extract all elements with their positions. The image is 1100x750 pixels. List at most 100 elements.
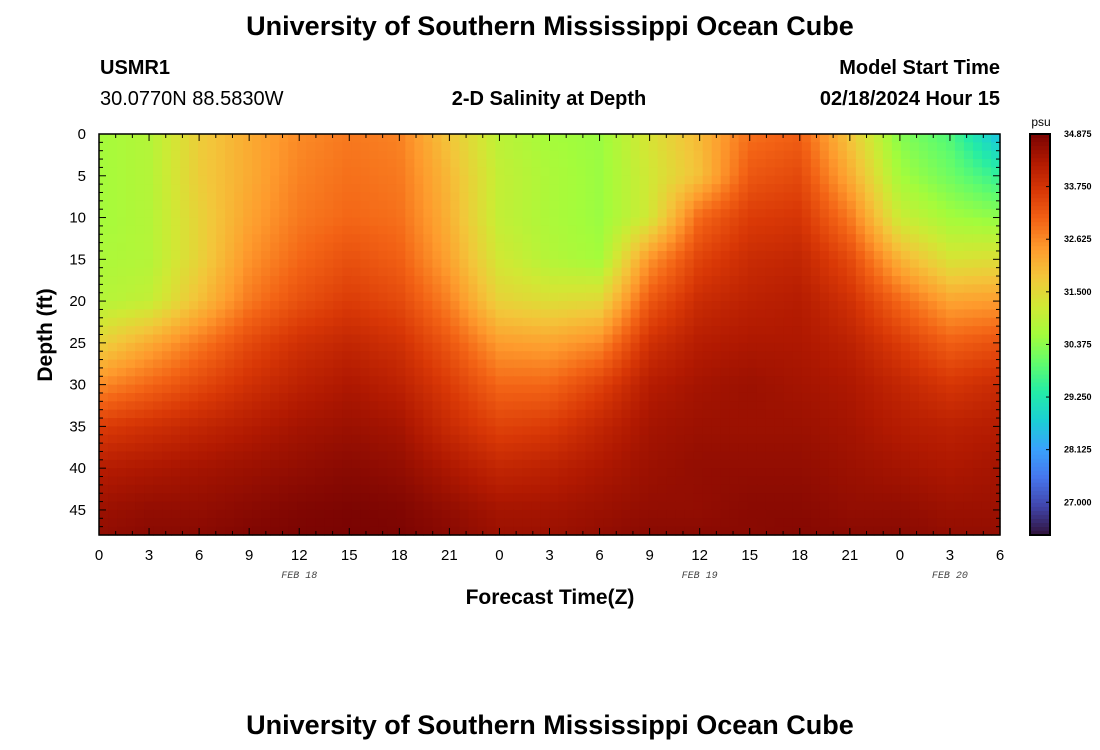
heatmap-cell bbox=[531, 192, 542, 202]
heatmap-cell bbox=[261, 468, 271, 478]
heatmap-cell bbox=[711, 401, 722, 411]
heatmap-cell bbox=[342, 509, 352, 519]
heatmap-cell bbox=[459, 242, 470, 252]
heatmap-cell bbox=[477, 509, 488, 519]
heatmap-cell bbox=[801, 401, 812, 411]
heatmap-cell bbox=[792, 142, 803, 152]
heatmap-cell bbox=[900, 526, 911, 536]
heatmap-cell bbox=[459, 309, 470, 319]
heatmap-cell bbox=[360, 434, 370, 444]
heatmap-cell bbox=[837, 334, 848, 344]
heatmap-cell bbox=[297, 367, 307, 377]
heatmap-cell bbox=[963, 367, 974, 377]
heatmap-cell bbox=[801, 267, 812, 277]
heatmap-cell bbox=[783, 225, 794, 235]
heatmap-cell bbox=[252, 225, 262, 235]
heatmap-cell bbox=[252, 351, 262, 361]
heatmap-cell bbox=[720, 159, 731, 169]
heatmap-cell bbox=[666, 451, 677, 461]
heatmap-cell bbox=[963, 259, 974, 269]
heatmap-cell bbox=[711, 434, 722, 444]
heatmap-cell bbox=[864, 526, 875, 536]
heatmap-cell bbox=[117, 459, 127, 469]
heatmap-cell bbox=[441, 434, 451, 444]
heatmap-cell bbox=[639, 451, 650, 461]
heatmap-cell bbox=[981, 276, 992, 285]
heatmap-cell bbox=[585, 217, 596, 227]
heatmap-cell bbox=[693, 159, 704, 169]
heatmap-cell bbox=[198, 234, 208, 244]
heatmap-cell bbox=[423, 493, 433, 503]
heatmap-cell bbox=[99, 484, 109, 494]
heatmap-cell bbox=[576, 426, 587, 436]
heatmap-cell bbox=[135, 292, 145, 302]
heatmap-cell bbox=[549, 142, 560, 152]
heatmap-cell bbox=[981, 501, 992, 511]
heatmap-cell bbox=[873, 217, 884, 227]
heatmap-cell bbox=[432, 284, 442, 294]
heatmap-cell bbox=[765, 326, 776, 336]
heatmap-cell bbox=[612, 326, 623, 336]
heatmap-cell bbox=[333, 501, 343, 511]
heatmap-cell bbox=[486, 367, 497, 377]
heatmap-cell bbox=[450, 351, 460, 361]
heatmap-cell bbox=[198, 276, 208, 285]
heatmap-cell bbox=[144, 276, 154, 285]
heatmap-cell bbox=[972, 518, 983, 528]
heatmap-cell bbox=[756, 518, 767, 528]
heatmap-cell bbox=[801, 217, 812, 227]
heatmap-cell bbox=[378, 217, 388, 227]
heatmap-cell bbox=[99, 209, 109, 219]
heatmap-cell bbox=[450, 217, 460, 227]
heatmap-cell bbox=[378, 509, 388, 519]
heatmap-cell bbox=[801, 209, 812, 219]
heatmap-cell bbox=[153, 242, 163, 252]
heatmap-cell bbox=[459, 150, 470, 160]
heatmap-cell bbox=[549, 326, 560, 336]
heatmap-cell bbox=[405, 184, 415, 194]
heatmap-cell bbox=[297, 175, 307, 185]
heatmap-cell bbox=[702, 359, 713, 369]
heatmap-cell bbox=[918, 159, 929, 169]
heatmap-cell bbox=[990, 409, 1001, 419]
heatmap-cell bbox=[990, 501, 1001, 511]
heatmap-cell bbox=[432, 342, 442, 352]
heatmap-cell bbox=[270, 484, 280, 494]
heatmap-cell bbox=[459, 493, 470, 503]
heatmap-cell bbox=[207, 134, 217, 143]
heatmap-cell bbox=[378, 418, 388, 427]
heatmap-cell bbox=[342, 526, 352, 536]
heatmap-cell bbox=[783, 384, 794, 394]
heatmap-cell bbox=[909, 518, 920, 528]
heatmap-cell bbox=[234, 150, 244, 160]
heatmap-cell bbox=[531, 518, 542, 528]
heatmap-cell bbox=[945, 493, 956, 503]
heatmap-cell bbox=[747, 317, 758, 327]
heatmap-cell bbox=[495, 326, 506, 336]
heatmap-cell bbox=[909, 242, 920, 252]
heatmap-cell bbox=[360, 150, 370, 160]
heatmap-cell bbox=[630, 409, 641, 419]
heatmap-cell bbox=[504, 334, 515, 344]
heatmap-cell bbox=[288, 134, 298, 143]
heatmap-cell bbox=[279, 209, 289, 219]
heatmap-cell bbox=[306, 509, 316, 519]
heatmap-cell bbox=[855, 367, 866, 377]
heatmap-cell bbox=[234, 434, 244, 444]
heatmap-cell bbox=[99, 150, 109, 160]
heatmap-cell bbox=[990, 359, 1001, 369]
heatmap-cell bbox=[918, 384, 929, 394]
heatmap-cell bbox=[153, 359, 163, 369]
heatmap-cell bbox=[711, 351, 722, 361]
heatmap-cell bbox=[909, 384, 920, 394]
heatmap-cell bbox=[612, 159, 623, 169]
heatmap-cell bbox=[576, 242, 587, 252]
heatmap-cell bbox=[333, 301, 343, 311]
heatmap-cell bbox=[522, 167, 533, 177]
heatmap-cell bbox=[927, 250, 938, 260]
heatmap-cell bbox=[729, 392, 740, 402]
heatmap-cell bbox=[954, 501, 965, 511]
heatmap-cell bbox=[126, 192, 136, 202]
x-tick-label: 3 bbox=[545, 547, 553, 564]
heatmap-cell bbox=[252, 484, 262, 494]
